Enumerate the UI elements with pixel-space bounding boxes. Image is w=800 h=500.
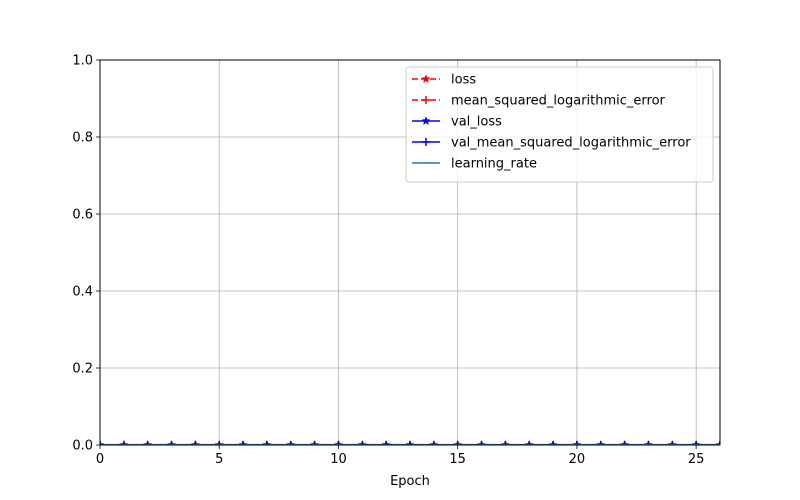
plus-marker (262, 441, 271, 445)
plus-marker (549, 441, 558, 445)
legend-entry: learning_rate (412, 157, 537, 172)
legend-entry: mean_squared_logarithmic_error (412, 94, 666, 109)
legend-label: val_loss (451, 115, 502, 130)
star-marker (421, 74, 431, 83)
legend-entry: val_loss (412, 115, 502, 130)
plus-marker (239, 441, 248, 445)
plus-marker (143, 441, 152, 445)
series-val_mean_squared_logarithmic_error (100, 441, 720, 445)
x-tick-label: 15 (449, 452, 466, 467)
plus-marker (334, 441, 343, 445)
star-marker (421, 116, 431, 125)
plus-marker (477, 441, 486, 445)
plus-marker (191, 441, 200, 445)
legend-entry: val_mean_squared_logarithmic_error (412, 136, 691, 151)
x-tick-label: 20 (569, 452, 586, 467)
legend-label: learning_rate (451, 157, 537, 172)
plus-marker (310, 441, 319, 445)
plus-marker (668, 441, 677, 445)
plus-marker (358, 441, 367, 445)
legend-label: loss (451, 73, 476, 88)
x-tick-label: 10 (330, 452, 347, 467)
y-tick-label: 0.2 (72, 362, 93, 377)
y-axis: 0.0 0.2 0.4 0.6 0.8 1.0 (72, 54, 100, 454)
plus-marker (596, 441, 605, 445)
plus-marker (119, 441, 128, 445)
plus-marker (453, 441, 462, 445)
y-tick-label: 0.6 (72, 208, 93, 223)
plus-marker (429, 441, 438, 445)
plus-marker (644, 441, 653, 445)
y-tick-label: 0.8 (72, 131, 93, 146)
legend: loss mean_squared_logarithmic_error val_lo… (405, 66, 714, 183)
plus-marker (422, 96, 430, 104)
legend-label: mean_squared_logarithmic_error (451, 94, 666, 109)
y-tick-label: 0.4 (72, 285, 93, 300)
plus-marker (422, 138, 430, 146)
legend-label: val_mean_squared_logarithmic_error (451, 136, 691, 151)
plus-marker (620, 441, 629, 445)
plus-marker (167, 441, 176, 445)
plus-marker (382, 441, 391, 445)
plus-marker (501, 441, 510, 445)
x-tick-label: 0 (96, 452, 104, 467)
y-tick-label: 1.0 (72, 54, 93, 69)
x-axis: 0 5 10 15 20 25 (96, 445, 705, 467)
x-tick-label: 5 (215, 452, 223, 467)
x-axis-label: Epoch (390, 474, 430, 489)
plus-marker (406, 441, 414, 445)
legend-entry: loss (412, 73, 476, 88)
plus-marker (572, 441, 581, 445)
y-tick-label: 0.0 (72, 439, 93, 454)
plus-marker (692, 441, 701, 445)
legend-box (405, 66, 714, 183)
plus-marker (215, 441, 224, 445)
plus-marker (525, 441, 534, 445)
plot-frame (99, 59, 721, 446)
plus-marker (286, 441, 295, 445)
x-tick-label: 25 (688, 452, 705, 467)
